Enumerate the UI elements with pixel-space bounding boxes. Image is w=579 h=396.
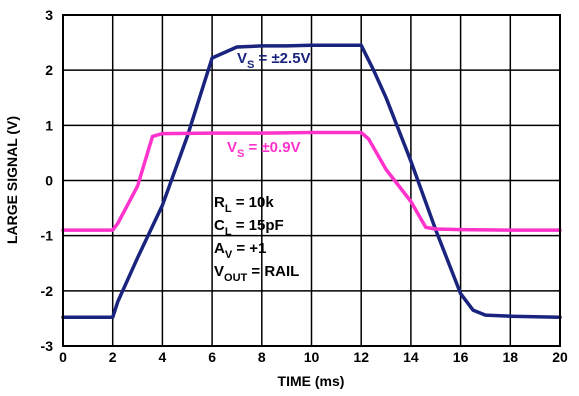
y-tick-label: 0	[45, 173, 53, 189]
y-tick-label: 3	[45, 7, 53, 23]
condition-vout: VOUT = RAIL	[214, 263, 299, 284]
x-tick-label: 18	[503, 349, 519, 365]
condition-cl: CL = 15pF	[214, 217, 284, 238]
x-tick-label: 10	[304, 349, 320, 365]
x-tick-label: 20	[552, 349, 568, 365]
series-label-vs09: VS = ±0.9V	[227, 139, 301, 160]
y-tick-label: -2	[41, 283, 54, 299]
x-tick-label: 16	[453, 349, 469, 365]
x-tick-label: 12	[353, 349, 369, 365]
x-tick-label: 8	[258, 349, 266, 365]
x-tick-label: 0	[59, 349, 67, 365]
x-tick-label: 4	[159, 349, 167, 365]
series-layer	[61, 43, 562, 320]
condition-rl: RL = 10k	[214, 194, 274, 215]
series-line-vs-2-5v	[61, 43, 562, 320]
conditions-annotation: RL = 10k CL = 15pF AV = +1 VOUT = RAIL	[214, 194, 299, 284]
y-tick-label: -3	[41, 338, 54, 354]
series-label-vs25: VS = ±2.5V	[237, 50, 311, 71]
x-tick-label: 14	[403, 349, 419, 365]
plot-frame	[62, 14, 561, 347]
y-tick-label: 2	[45, 62, 53, 78]
x-tick-label: 2	[109, 349, 117, 365]
y-tick-label: 1	[45, 117, 53, 133]
series-line-vs-0-9v	[61, 130, 562, 232]
y-tick-label: -1	[41, 228, 54, 244]
y-axis-title: LARGE SIGNAL (V)	[4, 116, 20, 244]
condition-av: AV = +1	[214, 240, 266, 261]
x-axis-title: TIME (ms)	[278, 373, 345, 389]
x-tick-label: 6	[208, 349, 216, 365]
